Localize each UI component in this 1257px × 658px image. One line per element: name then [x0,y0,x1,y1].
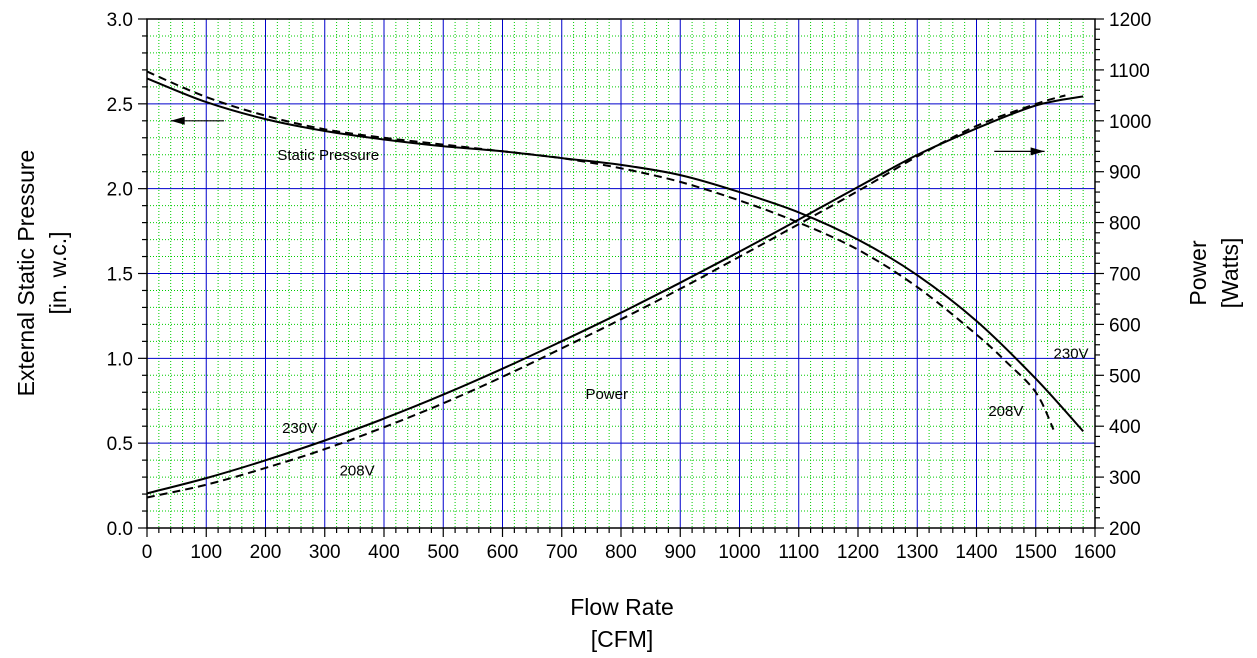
x-axis-title: Flow Rate [570,594,674,620]
annotation-label: 230V [282,420,317,437]
x-tick-label: 100 [190,542,222,563]
left-axis-title: External Static Pressure [13,150,39,397]
left-tick-label: 1.0 [107,349,133,370]
x-tick-label: 800 [605,542,637,563]
right-tick-label: 400 [1109,417,1141,438]
x-tick-label: 1500 [1015,542,1057,563]
annotation-label: Power [585,386,628,403]
right-tick-label: 900 [1109,163,1141,184]
left-tick-label: 0.5 [107,434,133,455]
annotation-label: Static Pressure [277,147,379,164]
tick-labels: 0 100 200 300 400 500 600 700 800 900 1000 1100 1200… [107,10,1152,563]
performance-curves [146,70,1084,499]
x-axis-unit: [CFM] [591,626,654,652]
left-tick-label: 3.0 [107,10,133,31]
right-tick-label: 700 [1109,265,1141,286]
right-axis-unit: [Watts] [1217,238,1243,309]
x-tick-label: 1100 [778,542,819,563]
x-tick-label: 400 [368,542,400,563]
annotation-label: 230V [1054,345,1089,362]
x-tick-label: 300 [309,542,341,563]
axis-arrows [170,116,1045,156]
right-tick-label: 1000 [1109,112,1151,133]
x-tick-label: 900 [664,542,696,563]
power-curve-dashed [146,94,1066,499]
x-tick-label: 1300 [896,542,938,563]
x-tick-label: 200 [250,542,282,563]
x-tick-label: 700 [546,542,578,563]
right-tick-label: 200 [1109,519,1141,540]
x-tick-label: 1200 [837,542,879,563]
right-tick-label: 300 [1109,468,1141,489]
left-tick-label: 1.5 [107,265,133,286]
x-tick-label: 500 [427,542,459,563]
curve-annotations: Static Pressure Power 230V 208V 230V 208V [277,147,1088,480]
right-tick-label: 1200 [1109,10,1151,31]
left-tick-label: 2.5 [107,95,133,116]
right-tick-label: 600 [1109,315,1141,336]
arrow-head [170,116,185,125]
axis-ticks [138,18,1104,537]
right-axis-title: Power [1185,240,1211,306]
right-tick-label: 800 [1109,214,1141,235]
x-tick-label: 0 [142,542,153,563]
x-tick-label: 1600 [1074,542,1116,563]
left-axis-unit: [in. w.c.] [45,231,71,314]
arrow-head [1030,147,1045,156]
pressure-curve-dashed [146,70,1055,431]
x-tick-label: 1400 [955,542,997,563]
left-tick-label: 0.0 [107,519,133,540]
right-tick-label: 1100 [1109,61,1150,82]
pressure-curve-solid [146,77,1084,432]
left-tick-label: 2.0 [107,180,133,201]
right-tick-label: 500 [1109,366,1141,387]
x-tick-label: 1000 [718,542,760,563]
annotation-label: 208V [340,462,375,479]
annotation-label: 208V [988,403,1023,420]
x-tick-label: 600 [487,542,519,563]
